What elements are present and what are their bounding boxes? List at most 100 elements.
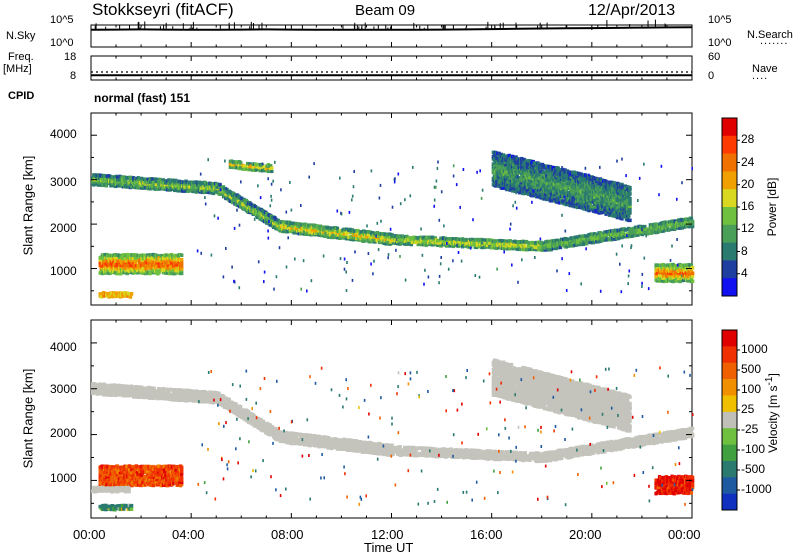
power-noise-cell (387, 256, 389, 259)
power-cell (566, 238, 569, 242)
power-noise-cell (641, 282, 643, 285)
power-noise-cell (556, 269, 558, 272)
power-noise-cell (306, 290, 308, 293)
power-noise-cell (258, 260, 260, 263)
power-noise-cell (564, 196, 566, 199)
power-noise-cell (498, 162, 500, 165)
power-noise-cell (311, 279, 313, 282)
power-noise-cell (629, 270, 631, 273)
power-noise-cell (274, 161, 276, 164)
power-noise-cell (345, 271, 347, 274)
power-noise-cell (375, 234, 377, 237)
power-noise-cell (436, 180, 438, 183)
power-noise-cell (351, 198, 353, 201)
power-noise-cell (512, 204, 514, 207)
power-noise-cell (339, 177, 341, 180)
power-noise-cell (619, 263, 621, 266)
power-noise-cell (340, 212, 342, 215)
power-cell (180, 253, 183, 257)
power-noise-cell (420, 228, 422, 231)
power-noise-cell (231, 266, 233, 269)
power-noise-cell (578, 178, 580, 181)
power-cell (628, 211, 631, 215)
velocity-cell (234, 403, 237, 407)
power-noise-cell (565, 230, 567, 233)
power-noise-cell (223, 275, 225, 278)
power-noise-cell (508, 158, 510, 161)
power-noise-cell (437, 167, 439, 170)
power-noise-cell (254, 218, 256, 221)
power-noise-cell (516, 207, 518, 210)
power-noise-cell (211, 254, 213, 257)
power-noise-cell (561, 166, 563, 169)
power-noise-cell (472, 218, 474, 221)
power-noise-cell (561, 257, 563, 260)
power-noise-cell (424, 269, 426, 272)
power-noise-cell (217, 217, 219, 220)
power-noise-cell (428, 276, 430, 279)
power-noise-cell (670, 259, 672, 262)
power-noise-cell (286, 266, 288, 269)
power-noise-cell (437, 161, 439, 164)
power-noise-cell (268, 237, 270, 240)
power-noise-cell (534, 256, 536, 259)
power-noise-cell (631, 244, 633, 247)
power-noise-cell (412, 166, 414, 169)
power-noise-cell (681, 181, 683, 184)
power-noise-cell (517, 281, 519, 284)
power-noise-cell (441, 190, 443, 193)
power-noise-cell (216, 186, 218, 189)
power-noise-cell (267, 177, 269, 180)
power-cell (627, 214, 630, 218)
power-noise-cell (226, 187, 228, 190)
power-noise-cell (532, 189, 534, 192)
power-noise-cell (346, 289, 348, 292)
power-noise-cell (323, 255, 325, 258)
power-noise-cell (515, 191, 517, 194)
power-noise-cell (388, 253, 390, 256)
power-noise-cell (370, 263, 372, 266)
power-noise-cell (461, 260, 463, 263)
power-noise-cell (621, 158, 623, 161)
power-noise-cell (404, 198, 406, 201)
power-noise-cell (240, 180, 242, 183)
power-noise-cell (354, 250, 356, 253)
power-cell (243, 164, 246, 168)
power-noise-cell (294, 258, 296, 261)
power-noise-cell (442, 237, 444, 240)
power-noise-cell (648, 287, 650, 290)
power-noise-cell (225, 247, 227, 250)
power-noise-cell (272, 180, 274, 183)
power-noise-cell (588, 174, 590, 177)
power-noise-cell (270, 204, 272, 207)
power-echo-cells (91, 151, 694, 299)
power-noise-cell (509, 228, 511, 231)
power-noise-cell (262, 163, 264, 166)
power-noise-cell (585, 167, 587, 170)
power-noise-cell (410, 194, 412, 197)
power-noise-cell (433, 205, 435, 208)
power-noise-cell (353, 185, 355, 188)
power-noise-cell (279, 246, 281, 249)
power-noise-cell (200, 173, 202, 176)
power-noise-cell (298, 232, 300, 235)
power-noise-cell (268, 220, 270, 223)
power-noise-cell (671, 245, 673, 248)
power-noise-cell (580, 282, 582, 285)
power-noise-cell (438, 281, 440, 284)
power-noise-cell (271, 199, 273, 202)
power-noise-cell (661, 165, 663, 168)
power-noise-cell (394, 180, 396, 183)
power-noise-cell (637, 199, 639, 202)
power-noise-cell (390, 228, 392, 231)
velocity-cell (239, 405, 242, 409)
power-cell (180, 272, 183, 276)
power-cell (628, 192, 631, 196)
power-cell (691, 279, 694, 283)
power-noise-cell (263, 280, 265, 283)
power-noise-cell (621, 244, 623, 247)
velocity-echo-cells (91, 359, 694, 512)
power-noise-cell (400, 202, 402, 205)
power-cell (126, 253, 129, 257)
